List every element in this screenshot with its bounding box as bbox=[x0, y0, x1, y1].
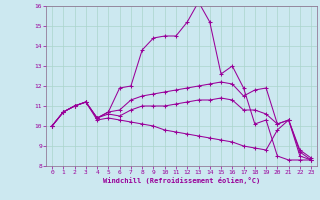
X-axis label: Windchill (Refroidissement éolien,°C): Windchill (Refroidissement éolien,°C) bbox=[103, 177, 260, 184]
